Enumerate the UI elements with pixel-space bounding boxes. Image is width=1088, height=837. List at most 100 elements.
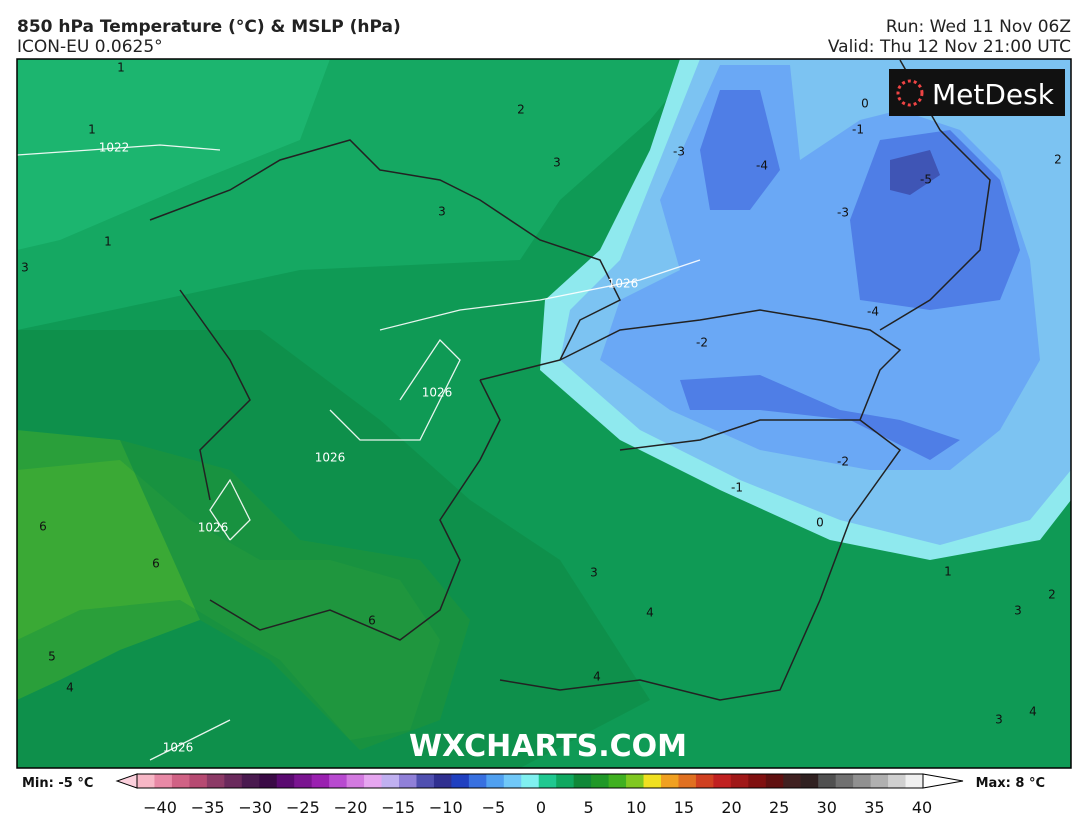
contour-label: -1 — [852, 123, 864, 137]
colorbar-swatch — [189, 774, 208, 788]
contour-label: -3 — [837, 206, 849, 220]
colorbar-tick-label: −15 — [381, 798, 415, 817]
contour-label: 2 — [517, 103, 525, 117]
colorbar-swatch — [503, 774, 522, 788]
contour-label: 1022 — [99, 141, 130, 155]
colorbar-swatch — [311, 774, 330, 788]
colorbar-swatch — [329, 774, 348, 788]
contour-label: 3 — [553, 156, 561, 170]
colorbar-arrow-left — [115, 773, 138, 789]
colorbar-tick-label: 10 — [626, 798, 646, 817]
map — [16, 58, 1072, 769]
colorbar-swatch — [888, 774, 907, 788]
colorbar-tick-label: 20 — [721, 798, 741, 817]
colorbar-swatch — [381, 774, 400, 788]
colorbar-swatch — [137, 774, 155, 788]
contour-label: 6 — [39, 520, 47, 534]
contour-label: 4 — [593, 670, 601, 684]
colorbar-swatch — [748, 774, 767, 788]
contour-label: 1026 — [163, 741, 194, 755]
logo-box — [889, 69, 1065, 116]
contour-label: 2 — [1054, 153, 1062, 167]
colorbar-swatch — [835, 774, 854, 788]
colorbar-tick-label: −30 — [238, 798, 272, 817]
title: 850 hPa Temperature (°C) & MSLP (hPa) — [17, 17, 401, 37]
colorbar-tick-label: −20 — [334, 798, 368, 817]
colorbar-swatch — [695, 774, 714, 788]
colorbar-swatch — [538, 774, 557, 788]
colorbar-swatch — [783, 774, 802, 788]
contour-label: -4 — [756, 159, 768, 173]
contour-label: 3 — [438, 205, 446, 219]
colorbar-swatch — [154, 774, 173, 788]
colorbar-tick-label: −25 — [286, 798, 320, 817]
colorbar-tick-label: −40 — [143, 798, 177, 817]
colorbar-swatch — [818, 774, 837, 788]
colorbar-swatch — [486, 774, 505, 788]
colorbar-swatch — [171, 774, 190, 788]
contour-label: -1 — [731, 481, 743, 495]
colorbar-swatch — [364, 774, 383, 788]
colorbar: −40 −35 −30 −25 −20 −15 −10 −5 0 5 10 15 20 25 30 35 40 — [115, 773, 964, 817]
contour-label: -5 — [920, 173, 932, 187]
colorbar-tick-label: −10 — [429, 798, 463, 817]
contour-label: 1 — [88, 123, 96, 137]
colorbar-swatch — [399, 774, 417, 788]
colorbar-swatch — [276, 774, 295, 788]
colorbar-swatch — [626, 774, 645, 788]
colorbar-tick-label: 25 — [769, 798, 789, 817]
colorbar-tick-label: 40 — [912, 798, 932, 817]
run: Run: Wed 11 Nov 06Z — [886, 17, 1071, 37]
contour-label: 3 — [995, 713, 1003, 727]
colorbar-swatch — [573, 774, 592, 788]
colorbar-max: Max: 8 °C — [976, 776, 1045, 791]
contour-label: 1 — [944, 565, 952, 579]
contour-label: -3 — [673, 145, 685, 159]
colorbar-swatch — [416, 774, 435, 788]
colorbar-min: Min: -5 °C — [22, 776, 93, 791]
colorbar-swatch — [521, 774, 540, 788]
colorbar-tick-label: 0 — [536, 798, 546, 817]
contour-label: 1 — [104, 235, 112, 249]
colorbar-swatch — [643, 774, 662, 788]
contour-label: 3 — [21, 261, 29, 275]
colorbar-swatch — [224, 774, 243, 788]
colorbar-swatch — [661, 774, 679, 788]
contour-label: -2 — [696, 336, 708, 350]
colorbar-swatch — [678, 774, 697, 788]
contour-label: 2 — [1048, 588, 1056, 602]
colorbar-tick-label: 30 — [817, 798, 837, 817]
colorbar-arrow-right — [922, 773, 964, 789]
colorbar-swatch — [206, 774, 225, 788]
colorbar-tick-label: 15 — [674, 798, 694, 817]
colorbar-swatch — [905, 774, 924, 788]
contour-label: 3 — [590, 566, 598, 580]
colorbar-swatch — [241, 774, 260, 788]
contour-label: 0 — [861, 97, 869, 111]
colorbar-swatch — [713, 774, 732, 788]
contour-label: 4 — [1029, 705, 1037, 719]
colorbar-swatch — [451, 774, 470, 788]
contour-label: -4 — [867, 305, 879, 319]
colorbar-tick-label: 5 — [584, 798, 594, 817]
contour-label: 6 — [152, 557, 160, 571]
colorbar-swatch — [765, 774, 784, 788]
colorbar-swatch — [853, 774, 872, 788]
contour-label: 3 — [1014, 604, 1022, 618]
colorbar-tick-label: 35 — [864, 798, 884, 817]
contour-label: 0 — [816, 516, 824, 530]
colorbar-swatch — [294, 774, 313, 788]
colorbar-frame — [136, 773, 924, 789]
contour-label: 5 — [48, 650, 56, 664]
colorbar-swatch — [468, 774, 487, 788]
model: ICON-EU 0.0625° — [17, 37, 163, 57]
colorbar-swatch — [870, 774, 889, 788]
logo-icon — [896, 79, 924, 107]
colorbar-swatch — [556, 774, 575, 788]
colorbar-swatch — [591, 774, 610, 788]
colorbar-swatch — [259, 774, 278, 788]
contour-label: 1026 — [315, 451, 346, 465]
contour-label: 4 — [66, 681, 74, 695]
contour-label: 4 — [646, 606, 654, 620]
